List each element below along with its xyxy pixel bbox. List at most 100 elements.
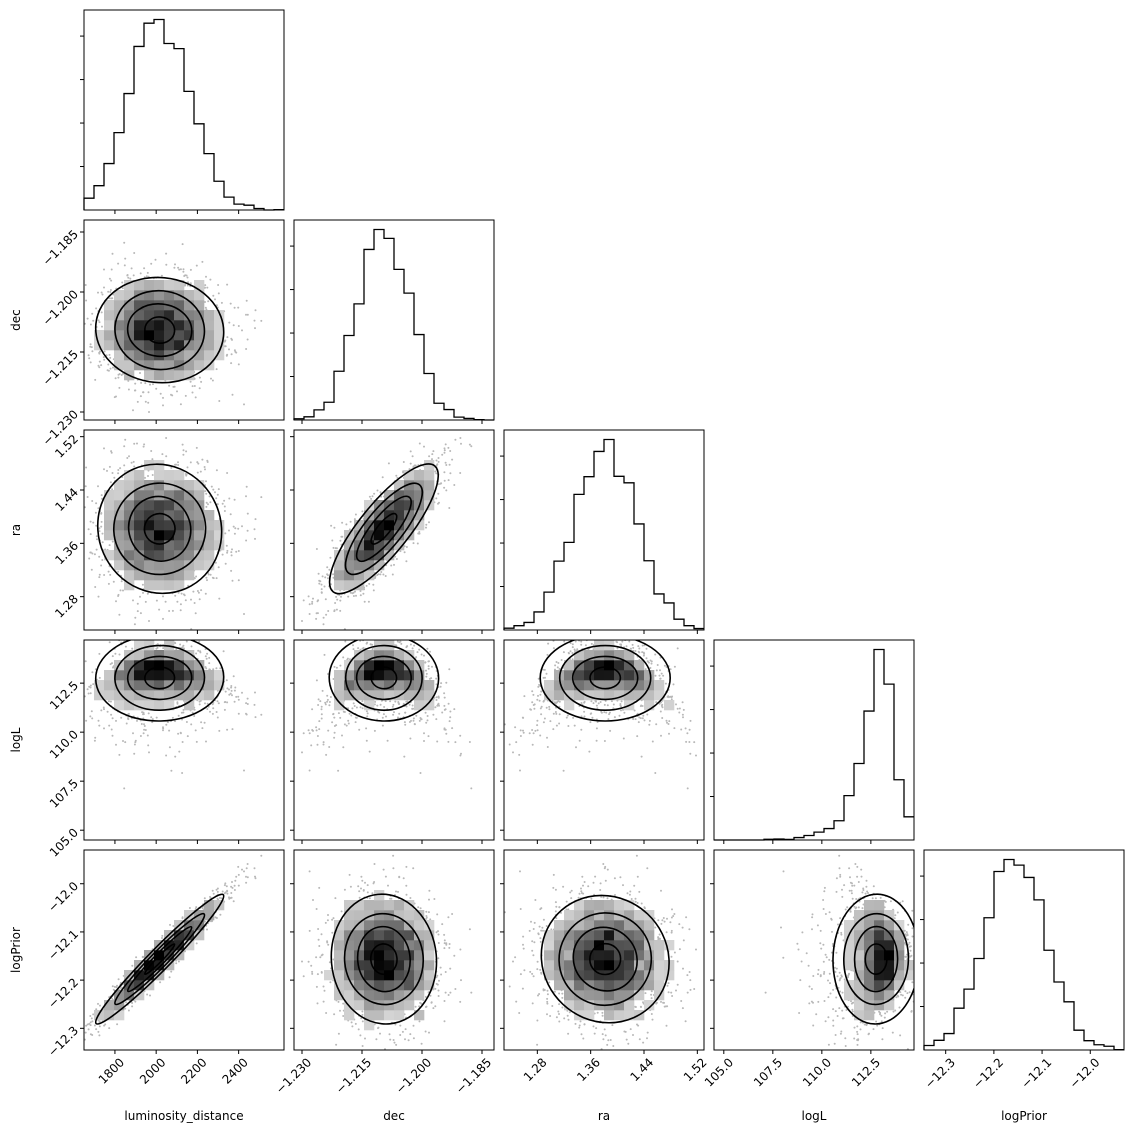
sample-point <box>119 467 122 470</box>
sample-point <box>311 729 314 731</box>
sample-point <box>143 725 146 727</box>
sample-point <box>657 919 660 922</box>
density-cell <box>154 370 165 381</box>
density-cell <box>134 650 145 661</box>
sample-point <box>110 450 113 453</box>
sample-point <box>328 704 331 707</box>
density-cell <box>624 1000 635 1011</box>
sample-point <box>212 892 215 895</box>
sample-point <box>111 297 114 300</box>
density-cell <box>604 950 615 961</box>
density-cell <box>664 970 675 981</box>
sample-point <box>661 717 664 719</box>
sample-point <box>835 967 838 970</box>
sample-point <box>90 1017 93 1020</box>
sample-point <box>437 989 440 992</box>
sample-point <box>635 854 638 857</box>
sample-point <box>439 966 442 969</box>
sample-point <box>395 558 398 560</box>
sample-point <box>909 949 912 952</box>
density-cell <box>354 530 365 541</box>
sample-point <box>839 990 842 993</box>
sample-point <box>900 993 903 996</box>
axes-frame-logPrior-luminosity_distance <box>83 849 285 1051</box>
sample-point <box>181 741 184 743</box>
density-cell <box>164 680 175 691</box>
sample-point <box>634 1005 637 1008</box>
sample-point <box>198 703 201 706</box>
density-cell <box>164 550 175 561</box>
sample-point <box>177 591 180 594</box>
sample-point <box>179 609 182 612</box>
sample-point <box>358 890 361 893</box>
sample-point <box>402 877 405 880</box>
sample-point <box>682 967 684 970</box>
density-cell <box>134 330 145 341</box>
sample-point <box>125 722 128 725</box>
density-cell <box>634 910 645 921</box>
density-cell <box>334 980 345 991</box>
sample-point <box>164 600 167 603</box>
sample-point <box>553 990 556 993</box>
sample-point <box>627 1042 630 1045</box>
sample-point <box>228 497 231 500</box>
sample-point <box>664 1005 667 1008</box>
sample-point <box>646 713 649 716</box>
sample-point <box>245 495 247 498</box>
density-cell <box>404 470 415 481</box>
sample-point <box>225 885 228 888</box>
density-cell <box>354 980 365 991</box>
sample-point <box>376 704 379 707</box>
sample-point <box>622 708 624 711</box>
sample-point <box>124 257 127 260</box>
x-tick-label-ra: 1.28 <box>521 1055 550 1084</box>
density-cell <box>894 950 905 961</box>
density-cell <box>124 320 135 331</box>
x-tick-label-luminosity_distance: 2200 <box>178 1055 209 1086</box>
density-cell <box>584 920 595 931</box>
sample-point <box>871 897 874 900</box>
density-cell <box>394 990 405 1001</box>
sample-point <box>556 666 559 669</box>
sample-point <box>197 591 200 594</box>
sample-point <box>332 917 335 920</box>
sample-point <box>663 664 666 667</box>
sample-point <box>648 719 651 722</box>
sample-point <box>301 751 303 754</box>
density-cell <box>204 320 215 331</box>
axes-frame-logL-logL <box>713 639 915 841</box>
density-cell <box>364 670 375 681</box>
sample-point <box>327 610 330 612</box>
sample-point <box>684 727 687 730</box>
sample-point <box>331 931 334 934</box>
sample-point <box>195 906 198 909</box>
density-cell <box>204 310 215 321</box>
density-cell <box>604 900 615 911</box>
sample-point <box>596 1011 599 1014</box>
sample-point <box>589 721 592 724</box>
sample-point <box>839 873 842 876</box>
sample-point <box>209 710 211 713</box>
y-tick-label-logPrior: −12.0 <box>45 879 81 915</box>
sample-point <box>182 268 185 271</box>
sample-point <box>161 934 164 937</box>
y-tick-label-logL: 107.5 <box>47 776 81 810</box>
density-cell <box>894 980 905 991</box>
sample-point <box>910 1010 913 1012</box>
density-cell <box>124 580 135 591</box>
density-cell <box>134 490 145 501</box>
sample-point <box>215 497 218 500</box>
sample-point <box>405 560 408 563</box>
panel-logPrior-vs-logL <box>764 854 914 1050</box>
density-cell <box>404 900 415 911</box>
density-cell <box>144 970 155 981</box>
sample-point <box>558 668 561 670</box>
sample-point <box>89 361 92 364</box>
density-cell <box>574 990 585 1001</box>
density-cell <box>114 680 125 691</box>
density-cell <box>164 360 175 371</box>
sample-point <box>865 1024 868 1027</box>
sample-point <box>634 718 637 721</box>
sample-point <box>811 928 813 931</box>
sample-point <box>94 736 97 739</box>
